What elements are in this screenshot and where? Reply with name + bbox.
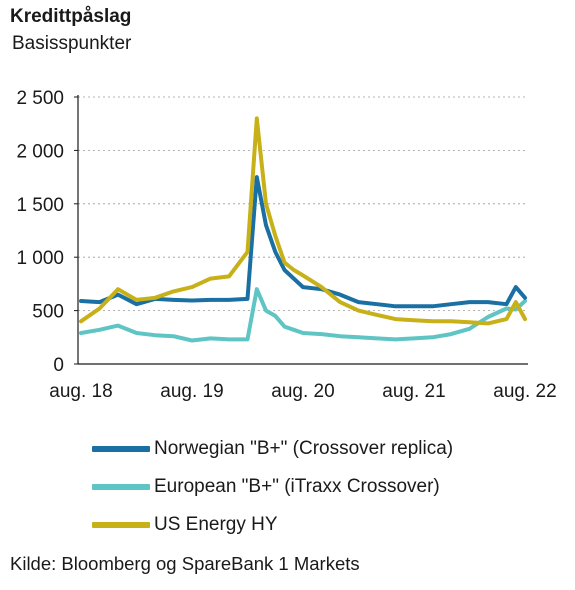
- x-tick-label: aug. 22: [493, 381, 556, 402]
- y-axis-ticks: 0 500 1 000 1 500 2 000 2 500: [16, 88, 78, 376]
- y-tick-label: 0: [53, 355, 64, 376]
- y-tick-label: 500: [32, 302, 64, 323]
- x-axis-ticks: aug. 18 aug. 19 aug. 20 aug. 21 aug. 22: [49, 381, 556, 402]
- series-line-european: [79, 287, 527, 343]
- series-line-us-energy: [79, 116, 527, 326]
- legend-swatch-us-energy: [92, 522, 150, 528]
- source-note: Kilde: Bloomberg og SpareBank 1 Markets: [10, 553, 360, 574]
- series-lines: [79, 116, 527, 343]
- y-tick-label: 2 500: [16, 88, 64, 109]
- legend-item-norwegian: Norwegian "B+" (Crossover replica): [92, 430, 453, 468]
- legend-label-european: European "B+" (iTraxx Crossover): [154, 476, 440, 497]
- y-tick-label: 1 000: [16, 248, 64, 269]
- x-tick-label: aug. 19: [160, 381, 223, 402]
- legend-label-us-energy: US Energy HY: [154, 514, 278, 535]
- y-tick-label: 1 500: [16, 195, 64, 216]
- legend-item-european: European "B+" (iTraxx Crossover): [92, 468, 453, 506]
- chart-title: Kredittpåslag: [10, 6, 132, 27]
- legend: Norwegian "B+" (Crossover replica) Europ…: [92, 430, 453, 544]
- x-tick-label: aug. 21: [382, 381, 445, 402]
- gridlines: [78, 96, 528, 312]
- y-tick-label: 2 000: [16, 141, 64, 162]
- legend-label-norwegian: Norwegian "B+" (Crossover replica): [154, 438, 454, 459]
- x-tick-label: aug. 18: [49, 381, 112, 402]
- legend-item-us-energy: US Energy HY: [92, 506, 453, 544]
- series-line-norwegian: [79, 175, 527, 309]
- x-tick-label: aug. 20: [271, 381, 334, 402]
- legend-swatch-norwegian: [92, 446, 150, 452]
- legend-swatch-european: [92, 484, 150, 490]
- y-axis-unit-label: Basisspunkter: [12, 33, 132, 54]
